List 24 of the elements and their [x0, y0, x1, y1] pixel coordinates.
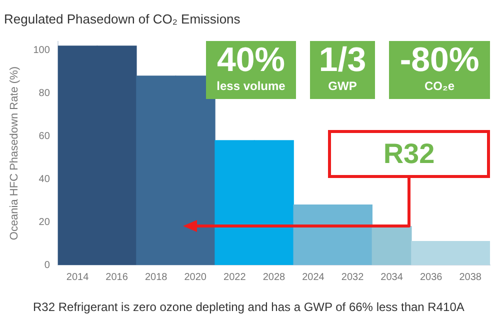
bar: [372, 226, 412, 265]
y-tick-label: 60: [38, 130, 50, 142]
y-tick-label: 40: [38, 174, 50, 185]
x-tick-label: 2014: [66, 272, 90, 283]
x-tick-label: 2028: [262, 272, 286, 283]
y-tick-label: 100: [33, 44, 50, 56]
x-tick-label: 2018: [144, 272, 168, 283]
x-tick-label: 2020: [184, 272, 207, 283]
x-tick-label: 2016: [106, 272, 128, 283]
text: R32 Refrigerant is zero ozone depleting and has a GWP of 66% less than R410A: [33, 300, 464, 314]
annotation: 40% less volume: [216, 41, 286, 93]
x-tick-label: 2024: [302, 272, 325, 283]
annotation: 1/3 GWP: [318, 41, 368, 93]
y-axis-title: Oceania HFC Phasedown Rate (%): [8, 66, 21, 240]
x-tick-label: 2034: [380, 272, 404, 283]
chart-title: Regulated Phasedown of CO₂ Emissions: [4, 11, 241, 26]
annotation: -80% CO₂e: [398, 41, 480, 93]
y-tick-label: 0: [44, 260, 50, 271]
y-tick-label: 80: [38, 88, 50, 99]
x-tick-label: 2022: [224, 272, 246, 283]
y-tick-label: 20: [38, 216, 50, 228]
x-tick-label: 2036: [420, 272, 443, 283]
x-tick-label: 2032: [341, 272, 364, 283]
x-tick-label: 2038: [459, 272, 482, 283]
